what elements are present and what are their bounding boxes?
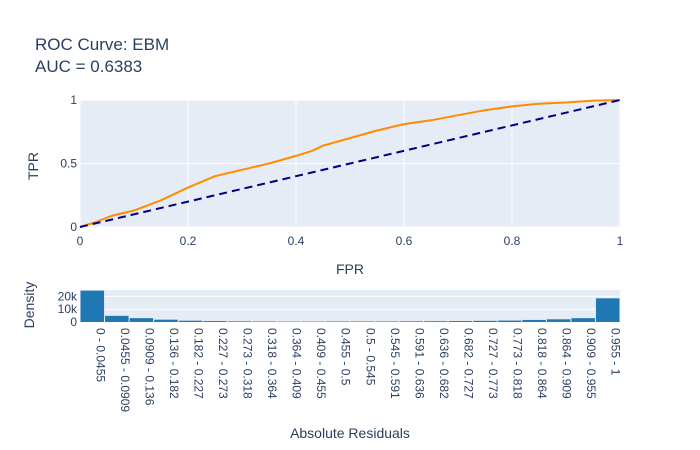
roc-y-axis-label: TPR [25,152,41,180]
roc-x-ticks: 0 0.2 0.4 0.6 0.8 1 [77,234,624,248]
histogram-x-tick-label: 0.818 - 0.864 [535,328,549,399]
histogram-x-tick-label: 0.682 - 0.727 [462,328,476,399]
roc-x-axis-label: FPR [336,261,364,277]
histogram-x-tick-label: 0.136 - 0.182 [167,328,181,399]
histogram-x-tick-label: 0.0909 - 0.136 [142,328,156,406]
histogram-bar [473,320,497,322]
histogram-y-tick-label: 0 [70,315,77,329]
histogram-x-tick-label: 0.364 - 0.409 [290,328,304,399]
histogram-plot: 0 - 0.0455 0.0455 - 0.0909 0.0909 - 0.136 0… [58,289,623,412]
histogram-bar [497,320,522,322]
histogram-x-tick-label: 0.591 - 0.636 [412,328,426,399]
histogram-x-tick-label: 0.318 - 0.364 [265,328,279,399]
roc-curve-line [79,99,621,228]
chance-diagonal-line [79,99,621,228]
histogram-x-tick-label: 0.0455 - 0.0909 [118,328,132,412]
roc-y-tick-label: 0.5 [60,157,77,171]
histogram-bar [154,319,178,322]
histogram-y-tick-label: 20k [58,289,78,303]
histogram-bar [375,321,399,322]
roc-x-tick-label: 0.6 [396,234,413,248]
histogram-x-tick-label: 0.909 - 0.955 [584,328,598,399]
histogram-x-tick-label: 0.455 - 0.5 [339,328,353,386]
roc-y-tick-label: 1 [70,93,77,107]
histogram-bar [448,321,473,322]
histogram-x-tick-label: 0.545 - 0.591 [388,328,402,399]
histogram-bar [595,298,620,322]
histogram-bar [424,321,448,322]
histogram-x-tick-label: 0.227 - 0.273 [216,328,230,399]
histogram-bar [571,318,595,322]
histogram-bar [178,320,203,322]
histogram-x-tick-label: 0.636 - 0.682 [437,328,451,399]
roc-y-ticks: 00.51 [60,93,77,234]
histogram-x-tick-label: 0.409 - 0.455 [314,328,328,399]
histogram-y-tick-label: 10k [58,302,78,316]
histogram-bar [350,321,375,322]
roc-x-tick-label: 0 [77,234,84,248]
histogram-bar [129,318,154,322]
histogram-y-axis-label: Density [21,282,37,329]
histogram-bar [105,315,129,322]
histogram-x-tick-label: 0 - 0.0455 [93,328,107,382]
histogram-bar [399,321,424,322]
histogram-x-tick-label: 0.5 - 0.545 [363,328,377,386]
histogram-x-tick-label: 0.955 - 1 [609,328,623,376]
chart-subtitle: AUC = 0.6383 [35,57,142,76]
histogram-x-ticks: 0 - 0.0455 0.0455 - 0.0909 0.0909 - 0.136 0… [93,328,622,412]
histogram-x-tick-label: 0.864 - 0.909 [560,328,574,399]
histogram-bar [325,321,350,322]
histogram-bars [80,290,620,322]
chart-title: ROC Curve: EBM [35,35,169,54]
roc-x-tick-label: 0.8 [504,234,521,248]
histogram-bar [80,290,105,322]
histogram-x-tick-label: 0.727 - 0.773 [486,328,500,399]
roc-plot: 0 0.2 0.4 0.6 0.8 1 00.51 [60,93,623,248]
histogram-bar [546,319,571,322]
roc-x-tick-label: 0.2 [180,234,197,248]
histogram-x-tick-label: 0.273 - 0.318 [241,328,255,399]
roc-grid [79,99,621,228]
roc-x-tick-label: 0.4 [288,234,305,248]
histogram-x-tick-label: 0.773 - 0.818 [511,328,525,399]
histogram-bar [227,321,252,322]
histogram-bar [203,321,227,322]
roc-series [79,99,621,228]
histogram-bar [252,321,276,322]
histogram-plot-area [80,290,620,322]
histogram-x-tick-label: 0.182 - 0.227 [192,328,206,399]
histogram-x-axis-label: Absolute Residuals [290,425,410,441]
roc-y-tick-label: 0 [70,220,77,234]
histogram-bar [522,319,546,322]
roc-x-tick-label: 1 [617,234,624,248]
